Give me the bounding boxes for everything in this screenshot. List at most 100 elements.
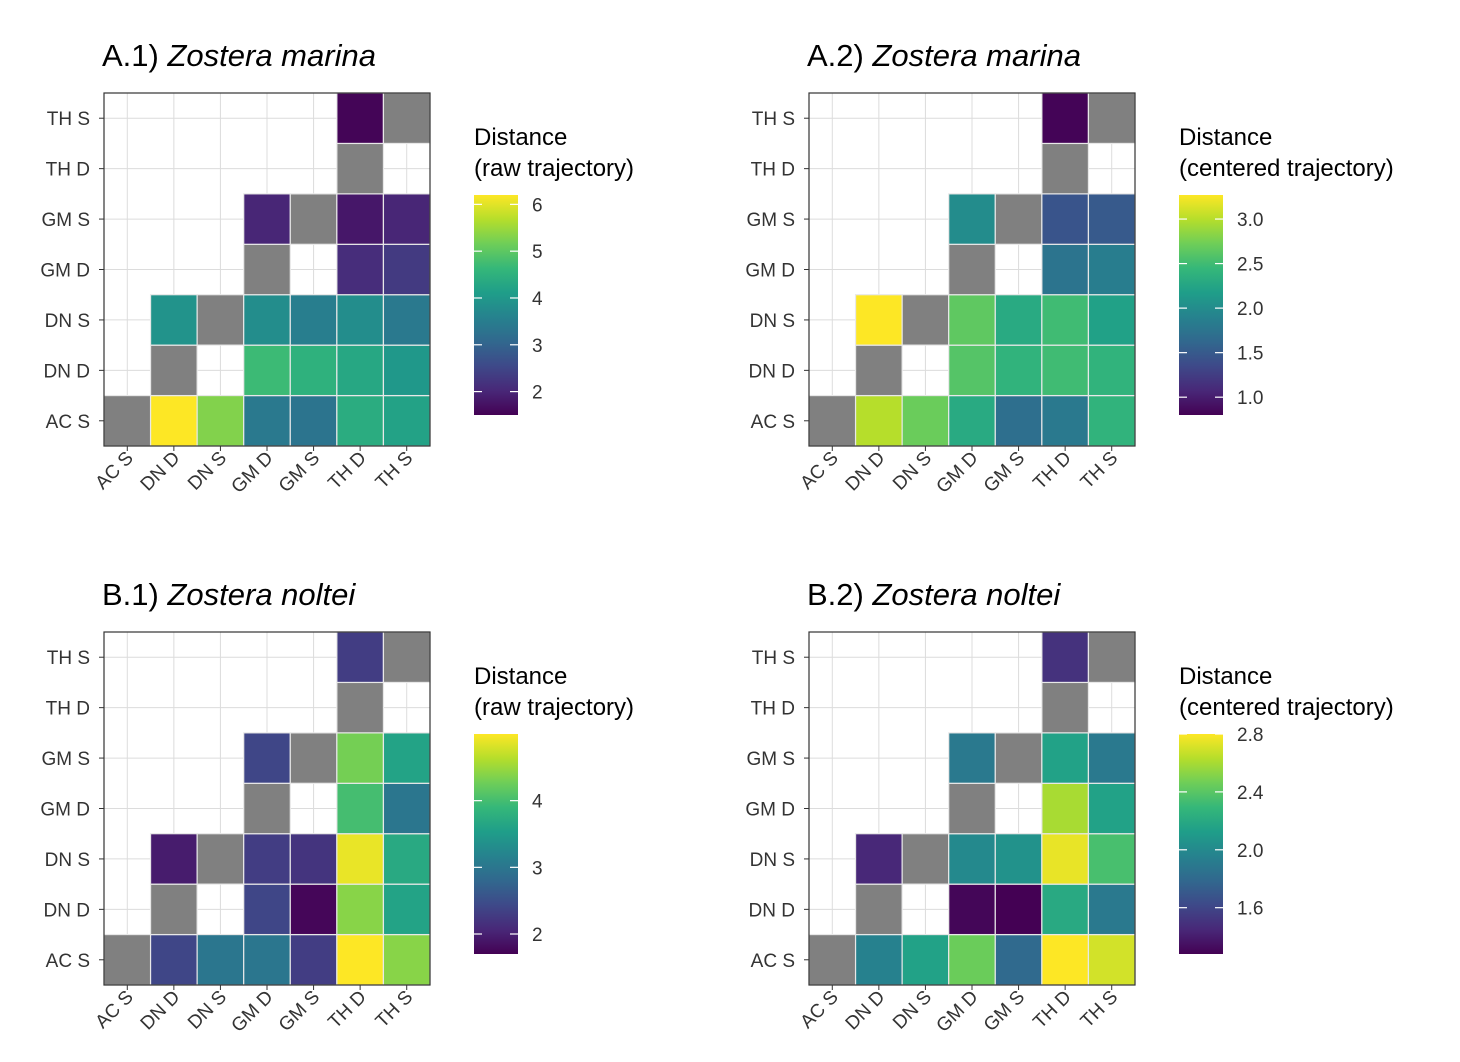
heatmap-cell-gmd-gms xyxy=(948,732,996,784)
heatmap-cell-thd-gms xyxy=(336,193,385,245)
x-tick-label: GM D xyxy=(228,448,278,498)
heatmap-cell-dnd-dns xyxy=(149,294,198,346)
heatmap-cell-gms-dns xyxy=(994,294,1043,346)
y-tick-label: AC S xyxy=(46,951,90,972)
y-tick-label: TH S xyxy=(47,648,90,669)
heatmap-cell-thd-dnd xyxy=(336,344,385,397)
heatmap-cell-gms-dnd xyxy=(289,344,338,397)
heatmap-cell-dnd-dns xyxy=(854,833,903,885)
heatmap-cell-dnd-dnd xyxy=(149,883,198,936)
heatmap-cell-thd-acs xyxy=(1041,933,1090,986)
heatmap-cell-gms-acs xyxy=(994,394,1043,447)
x-tick-label: TH S xyxy=(1077,987,1122,1032)
heatmap-cell-ths-acs xyxy=(1087,933,1136,986)
heatmap-cell-gms-gms xyxy=(994,732,1043,784)
x-tick-label: TH D xyxy=(1029,448,1075,494)
heatmap-cell-dns-acs xyxy=(196,933,245,986)
heatmap-cell-dns-dns xyxy=(196,833,245,885)
heatmap-cell-gmd-acs xyxy=(243,394,291,447)
x-tick-label: DN S xyxy=(889,987,936,1034)
x-tick-label: DN D xyxy=(137,987,185,1035)
heatmap-cell-thd-thd xyxy=(336,142,385,195)
x-tick-label: DN S xyxy=(184,987,231,1034)
heatmap-cell-gmd-gmd xyxy=(948,782,996,835)
heatmap-cell-acs-acs xyxy=(103,933,152,986)
x-tick-label: AC S xyxy=(797,987,843,1033)
heatmap-cell-ths-ths xyxy=(382,631,431,684)
x-tick-label: TH S xyxy=(372,448,417,493)
heatmap-cell-dnd-dnd xyxy=(149,344,198,397)
x-tick-label: AC S xyxy=(92,448,138,494)
x-tick-label: AC S xyxy=(92,987,138,1033)
heatmap-cell-gmd-dnd xyxy=(948,883,996,936)
heatmap-cell-thd-gms xyxy=(1041,193,1090,245)
legend-tick-label: 4 xyxy=(532,792,543,813)
y-tick-label: TH S xyxy=(752,648,795,669)
heatmap-cell-gms-dnd xyxy=(289,883,338,936)
heatmap-cell-dns-dns xyxy=(901,833,950,885)
x-tick-label: TH S xyxy=(372,987,417,1032)
y-tick-label: TH S xyxy=(752,109,795,130)
heatmap-cell-ths-gmd xyxy=(382,243,431,296)
heatmap-cell-dnd-dnd xyxy=(854,344,903,397)
heatmap-cell-thd-dns xyxy=(1041,294,1090,346)
color-legend: Distance (raw trajectory) 2 3 4 5 6 xyxy=(474,124,634,415)
heatmap-cell-thd-ths xyxy=(1041,631,1090,684)
y-tick-label: GM S xyxy=(41,210,90,231)
panel-title-species: Zostera noltei xyxy=(166,577,356,612)
heatmap-cell-dnd-acs xyxy=(149,933,198,986)
heatmap-cell-dnd-acs xyxy=(854,394,903,447)
legend-tick-label: 3 xyxy=(532,858,543,879)
legend-tick-label: 5 xyxy=(532,242,543,263)
heatmap-cell-gmd-gmd xyxy=(948,243,996,296)
legend-tick-label: 1.0 xyxy=(1237,388,1263,409)
legend-title-line-2: (raw trajectory) xyxy=(474,694,634,721)
y-tick-label: DN S xyxy=(750,311,795,332)
heatmap-cell-thd-ths xyxy=(336,92,385,145)
heatmap-cell-thd-dnd xyxy=(1041,344,1090,397)
color-legend: Distance (centered trajectory) 1.0 1.5 2.0 2.… xyxy=(1179,124,1394,415)
heatmap-cell-acs-acs xyxy=(808,933,857,986)
heatmap-cell-ths-gms xyxy=(1087,732,1136,784)
legend-tick-label: 2.8 xyxy=(1237,725,1263,746)
heatmap-cell-gmd-dns xyxy=(948,294,996,346)
heatmap-cell-ths-acs xyxy=(382,933,431,986)
heatmap-cell-ths-ths xyxy=(1087,631,1136,684)
heatmap-cell-thd-acs xyxy=(336,394,385,447)
heatmap-cell-dns-dns xyxy=(196,294,245,346)
y-tick-label: DN D xyxy=(44,361,90,382)
heatmap-cell-gms-acs xyxy=(289,394,338,447)
heatmap-cell-ths-dnd xyxy=(1087,344,1136,397)
heatmap-cell-gms-dns xyxy=(994,833,1043,885)
panel-title: A.2) Zostera marina xyxy=(807,38,1081,73)
heatmap-cell-dns-acs xyxy=(901,394,950,447)
y-tick-label: GM D xyxy=(40,261,90,282)
x-tick-label: DN D xyxy=(842,448,890,496)
x-tick-label: TH S xyxy=(1077,448,1122,493)
heatmap-cell-thd-thd xyxy=(1041,681,1090,734)
heatmap-cell-ths-gmd xyxy=(382,782,431,835)
legend-tick-label: 6 xyxy=(532,195,543,216)
heatmap-cell-thd-gms xyxy=(1041,732,1090,784)
heatmap-cell-gms-gms xyxy=(994,193,1043,245)
heatmap-cell-gmd-dns xyxy=(243,833,291,885)
heatmap-cell-thd-thd xyxy=(336,681,385,734)
legend-colorbar xyxy=(474,195,518,415)
heatmap-cell-dnd-dnd xyxy=(854,883,903,936)
legend-title-line-1: Distance xyxy=(474,124,567,151)
heatmap-cell-gms-dnd xyxy=(994,883,1043,936)
x-tick-label: GM D xyxy=(933,987,983,1037)
heatmap-cell-ths-dnd xyxy=(382,883,431,936)
legend-colorbar xyxy=(474,734,518,954)
legend-tick-label: 1.6 xyxy=(1237,899,1263,920)
heatmap-cell-gmd-dnd xyxy=(948,344,996,397)
y-tick-label: GM S xyxy=(41,749,90,770)
x-tick-label: GM S xyxy=(980,987,1029,1036)
legend-title-line-2: (raw trajectory) xyxy=(474,155,634,182)
heatmap-cell-thd-gmd xyxy=(1041,243,1090,296)
y-tick-label: TH D xyxy=(46,160,90,181)
panel-title-species: Zostera marina xyxy=(871,38,1080,73)
legend-tick-label: 2.4 xyxy=(1237,783,1264,804)
x-tick-label: GM S xyxy=(275,987,324,1036)
